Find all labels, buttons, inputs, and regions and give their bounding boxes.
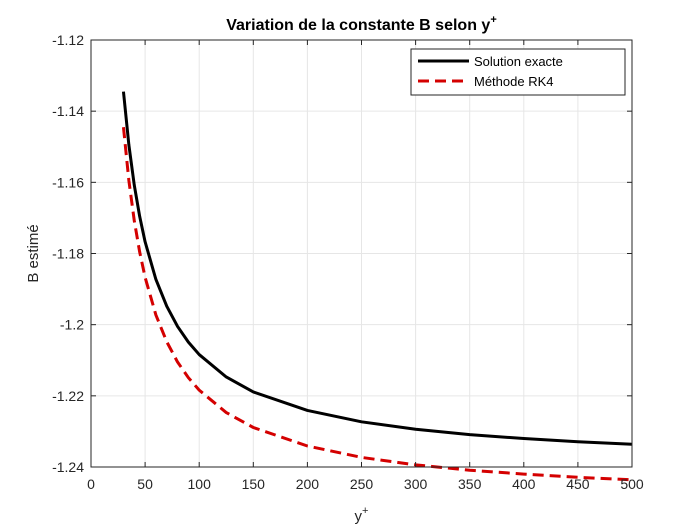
y-tick-label: -1.22 — [52, 388, 84, 404]
legend-box — [410, 48, 626, 96]
ticks: 0 50 100 150 200 250 300 350 400 450 500 -1.24 -1.22… — [52, 32, 644, 492]
legend: Solution exacte Méthode RK4 — [410, 48, 626, 96]
series-lines — [121, 91, 633, 482]
x-tick-label: 350 — [458, 476, 482, 492]
legend-label-methode-rk4: Méthode RK4 — [474, 74, 554, 89]
y-axis-label: B estimé — [25, 224, 42, 282]
x-tick-label: 0 — [87, 476, 95, 492]
x-tick-label: 450 — [566, 476, 590, 492]
series-line-solution-exacte — [121, 91, 633, 446]
y-tick-label: -1.2 — [60, 317, 84, 333]
x-tick-label: 200 — [296, 476, 320, 492]
x-tick-label: 300 — [404, 476, 428, 492]
series-line-methode-rk4 — [121, 127, 633, 482]
x-tick-label: 400 — [512, 476, 536, 492]
y-tick-label: -1.12 — [52, 32, 84, 48]
x-tick-label: 50 — [137, 476, 153, 492]
y-tick-label: -1.16 — [52, 174, 84, 190]
x-tick-label: 500 — [620, 476, 644, 492]
y-tick-label: -1.24 — [52, 459, 84, 475]
y-tick-label: -1.14 — [52, 103, 84, 119]
y-tick-label: -1.18 — [52, 246, 84, 262]
x-tick-label: 150 — [242, 476, 266, 492]
legend-label-solution-exacte: Solution exacte — [474, 54, 563, 69]
chart-title: Variation de la constante B selon y+ — [226, 14, 497, 34]
x-axis-label: y+ — [355, 505, 369, 525]
x-tick-label: 250 — [350, 476, 374, 492]
x-tick-label: 100 — [188, 476, 212, 492]
